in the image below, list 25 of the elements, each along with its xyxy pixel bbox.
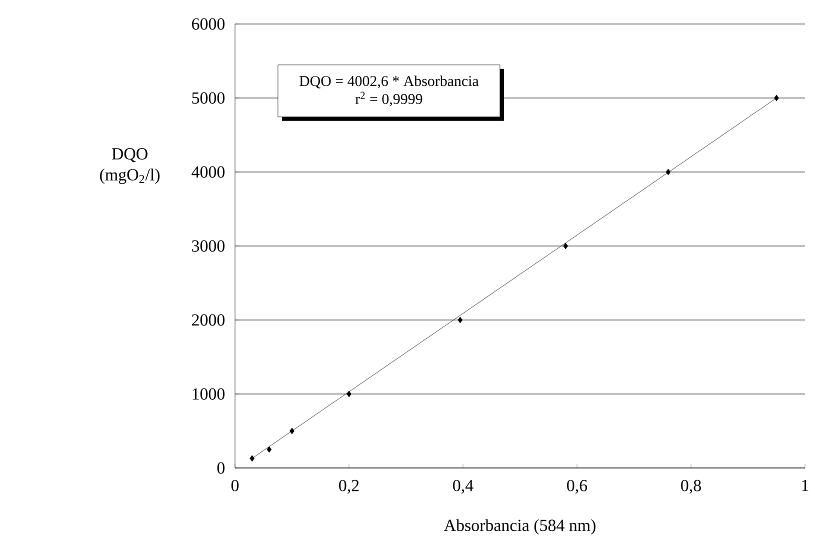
point [346, 390, 352, 398]
point [774, 94, 779, 102]
x-tick-label: 1 [802, 480, 808, 491]
x-tick-label: 0,4 [453, 480, 474, 494]
y-tick-label: 6000 [192, 18, 225, 30]
point [666, 168, 671, 176]
x-tick-label: 0,6 [567, 480, 588, 494]
point [266, 446, 272, 453]
x-axis-title: Absorbancia (584 nm) [444, 519, 596, 534]
y-tick-label: 2000 [192, 314, 225, 326]
y-tick-label: 0 [217, 462, 225, 474]
y-tick-label: 4000 [192, 166, 225, 178]
point [458, 316, 463, 324]
x-tick-label: 0,8 [681, 480, 701, 494]
annotation: DQO = 4002,6 * Absorbancia [299, 76, 479, 88]
y-tick-label: 1000 [192, 388, 225, 400]
x-tick-label: 0,2 [339, 480, 359, 494]
y-tick-label: 3000 [192, 240, 225, 252]
annotation: r$^{2}$ = 0,9999 [355, 92, 422, 106]
y-axis-title: DQO (mgO$_{2}$/l) [100, 148, 160, 184]
point [290, 428, 294, 434]
point [250, 455, 255, 462]
point [563, 242, 568, 250]
x-tick-label: 0 [231, 480, 239, 492]
y-tick-label: 5000 [192, 92, 225, 104]
